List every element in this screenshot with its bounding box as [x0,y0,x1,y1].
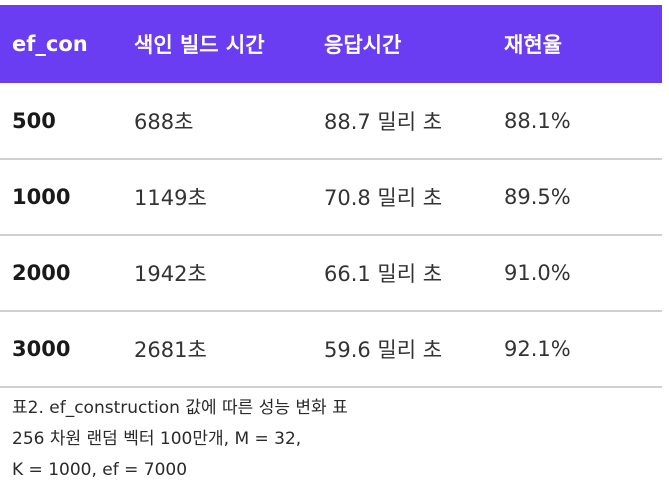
cell-recall: 92.1% [504,337,571,361]
header-ef-con: ef_con [12,32,88,56]
cell-build-time: 1149초 [134,186,207,210]
cell-recall: 89.5% [504,185,571,209]
cell-ef-con: 500 [12,108,56,133]
performance-table: ef_con 색인 빌드 시간 응답시간 재현율 500 688초 88.7 밀… [0,5,662,388]
table-row: 500 688초 88.7 밀리 초 88.1% [0,83,662,160]
cell-build-time: 1942초 [134,262,207,286]
cell-build-time: 688초 [134,109,194,134]
cell-response-time: 59.6 밀리 초 [324,338,443,362]
table-row: 3000 2681초 59.6 밀리 초 92.1% [0,312,662,388]
table-caption: 표2. ef_construction 값에 따른 성능 변화 표 256 차원… [12,393,348,486]
caption-line-setup: 256 차원 랜덤 벡터 100만개, M = 32, [12,429,302,449]
header-index-build-time: 색인 빌드 시간 [134,33,265,57]
cell-recall: 91.0% [504,261,571,285]
cell-response-time: 88.7 밀리 초 [324,109,443,134]
header-response-time: 응답시간 [324,33,402,57]
cell-response-time: 70.8 밀리 초 [324,186,443,210]
cell-build-time: 2681초 [134,338,207,362]
table-header-row: ef_con 색인 빌드 시간 응답시간 재현율 [0,5,662,83]
caption-line-params: K = 1000, ef = 7000 [12,460,188,480]
cell-ef-con: 3000 [12,337,71,361]
table-row: 1000 1149초 70.8 밀리 초 89.5% [0,160,662,236]
table-row: 2000 1942초 66.1 밀리 초 91.0% [0,236,662,312]
cell-response-time: 66.1 밀리 초 [324,262,443,286]
cell-recall: 88.1% [504,108,571,133]
caption-line-title: 표2. ef_construction 값에 따른 성능 변화 표 [12,398,348,418]
cell-ef-con: 2000 [12,261,71,285]
header-recall: 재현율 [504,33,562,57]
cell-ef-con: 1000 [12,185,71,209]
